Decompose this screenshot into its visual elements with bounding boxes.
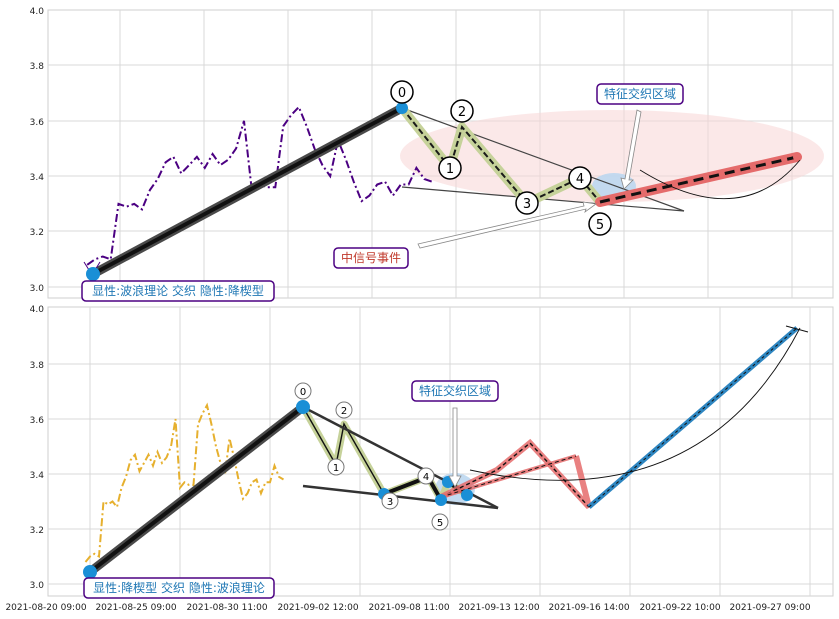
bottom-plot-frame [47,306,834,597]
bottom-wave-label-5: 5 [437,518,443,529]
bottom-red-zigzag-band [439,438,592,510]
bottom-peak-dot [296,400,310,414]
bottom-impulse-line [88,405,305,574]
bottom-wave-5-dot [435,494,447,506]
top-target-line [599,155,798,204]
bottom-wave-label-5-circle [431,513,449,531]
top-panel: 4.0 3.8 3.6 3.4 3.2 3.0 0 1 2 [30,7,834,302]
bottom-legend-label: 显性:降楔型 交织 隐性:波浪理论 [93,580,265,595]
bottom-wave-label-4: 4 [423,472,429,483]
bottom-y-ticks: 4.0 3.8 3.6 3.4 3.2 3.0 [30,305,45,591]
xtick-1: 2021-08-25 09:00 [95,603,176,613]
bottom-wave-label-0-circle [294,382,312,400]
bottom-region-arrow [448,407,462,488]
top-ytick-3-2: 3.2 [30,228,44,238]
bottom-region-label: 特征交织区域 [419,383,491,398]
xtick-7: 2021-09-22 10:00 [639,603,720,613]
bottom-wave-label-3: 3 [387,497,393,508]
top-impulse-line [91,106,404,276]
top-ytick-4-0: 4.0 [30,7,45,17]
bottom-wave-label-1-circle [327,458,345,476]
bottom-ytick-3-4: 3.4 [30,471,45,481]
top-signal-label-box [333,247,409,269]
bottom-wave-label-2-circle [335,401,353,419]
top-target-end [793,153,801,161]
xtick-5: 2021-09-13 12:00 [458,603,539,613]
bottom-wave-label-4-circle [417,467,435,485]
top-region-label-box [596,83,684,105]
bottom-ytick-4-0: 4.0 [30,305,45,315]
top-wave-label-1-circle [438,156,462,180]
bottom-wave-label-1: 1 [333,463,339,474]
bottom-wedge-lower [302,484,499,510]
bottom-price-line [84,402,285,563]
xtick-8: 2021-09-27 09:00 [729,603,810,613]
bottom-grid [48,307,833,596]
top-wave-label-0: 0 [398,86,406,101]
top-legend-box [81,280,275,302]
top-wave-label-1: 1 [446,162,454,177]
top-wave-label-3: 3 [523,197,531,212]
bottom-region-label-box [411,380,499,402]
bottom-wave-line [302,406,385,495]
top-peak-dot [396,102,408,114]
bottom-wave-label-2: 2 [341,406,347,417]
bottom-ytick-3-2: 3.2 [30,526,44,536]
bottom-target-arc [469,327,801,481]
top-wave-label-4-circle [568,166,592,190]
top-ytick-3-8: 3.8 [30,62,45,72]
top-y-ticks: 4.0 3.8 3.6 3.4 3.2 3.0 [30,7,45,294]
top-ytick-3-6: 3.6 [30,118,45,128]
top-wave-labels: 0 1 2 3 4 5 [390,80,612,236]
xtick-4: 2021-09-08 11:00 [368,603,449,613]
top-start-dot [86,267,100,281]
bottom-end-marker [785,325,809,333]
top-wave-label-3-circle [515,191,539,215]
xtick-0: 2021-08-20 09:00 [5,603,86,613]
bottom-tail-dot [461,489,473,501]
xtick-3: 2021-09-02 12:00 [277,603,358,613]
bottom-wave-label-0: 0 [300,387,306,398]
bottom-legend-box [83,577,275,599]
bottom-ytick-3-0: 3.0 [30,581,45,591]
top-wave-label-4: 4 [576,172,584,187]
top-wave-label-0-circle [390,80,414,104]
bottom-blue-projection-line [588,327,798,508]
bottom-red-zigzag-line [440,442,590,508]
top-ytick-3-4: 3.4 [30,173,45,183]
top-signal-label: 中信号事件 [341,250,401,265]
top-region-arrow [620,109,642,190]
top-signal-arrow [417,201,598,249]
top-wave-label-2: 2 [458,105,466,120]
top-wave-label-5: 5 [596,218,604,233]
bottom-wave-labels: 0 1 2 3 4 5 [294,382,449,531]
bottom-wave-label-3-circle [381,492,399,510]
top-region-label: 特征交织区域 [604,86,676,101]
bottom-panel: 4.0 3.8 3.6 3.4 3.2 3.0 [30,305,834,599]
bottom-start-dot [83,565,97,579]
bottom-ytick-3-6: 3.6 [30,416,45,426]
xtick-6: 2021-09-16 14:00 [548,603,629,613]
top-legend-label: 显性:波浪理论 交织 隐性:降楔型 [92,283,264,298]
top-wave-label-2-circle [450,99,474,123]
x-axis-ticks: 2021-08-20 09:00 2021-08-25 09:00 2021-0… [5,603,810,613]
top-wave-label-5-circle [588,212,612,236]
xtick-2: 2021-08-30 11:00 [186,603,267,613]
top-target-arc [639,159,801,199]
top-ytick-3-0: 3.0 [30,284,45,294]
bottom-ytick-3-8: 3.8 [30,361,45,371]
